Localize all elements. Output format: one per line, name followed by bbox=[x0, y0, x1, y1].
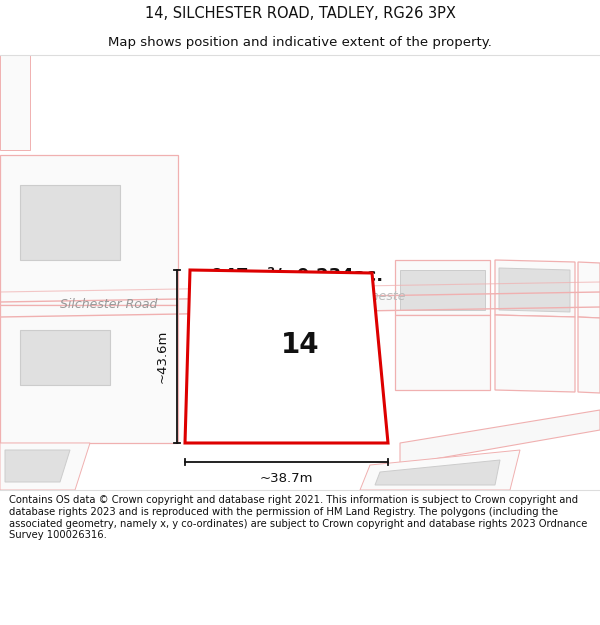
Polygon shape bbox=[0, 305, 178, 443]
Polygon shape bbox=[400, 410, 600, 465]
Polygon shape bbox=[499, 268, 570, 312]
Polygon shape bbox=[400, 270, 485, 310]
Text: 14, SILCHESTER ROAD, TADLEY, RG26 3PX: 14, SILCHESTER ROAD, TADLEY, RG26 3PX bbox=[145, 6, 455, 21]
Polygon shape bbox=[260, 290, 360, 345]
Polygon shape bbox=[20, 330, 110, 385]
Text: Silcheste: Silcheste bbox=[350, 291, 407, 304]
Text: Map shows position and indicative extent of the property.: Map shows position and indicative extent… bbox=[108, 36, 492, 49]
Polygon shape bbox=[0, 155, 178, 305]
Polygon shape bbox=[0, 292, 600, 317]
Polygon shape bbox=[375, 460, 500, 485]
Polygon shape bbox=[0, 443, 90, 490]
Polygon shape bbox=[360, 450, 520, 490]
Text: Silchester Road: Silchester Road bbox=[60, 299, 157, 311]
Polygon shape bbox=[495, 260, 575, 317]
Polygon shape bbox=[193, 350, 253, 422]
Text: ~43.6m: ~43.6m bbox=[156, 330, 169, 383]
Text: ~38.7m: ~38.7m bbox=[260, 472, 313, 485]
Polygon shape bbox=[20, 185, 120, 260]
Polygon shape bbox=[395, 260, 490, 315]
Polygon shape bbox=[495, 315, 575, 392]
Polygon shape bbox=[185, 270, 388, 443]
Polygon shape bbox=[0, 55, 30, 150]
Text: Contains OS data © Crown copyright and database right 2021. This information is : Contains OS data © Crown copyright and d… bbox=[9, 496, 587, 540]
Text: 14: 14 bbox=[281, 331, 319, 359]
Polygon shape bbox=[578, 317, 600, 393]
Polygon shape bbox=[578, 262, 600, 318]
Text: ~947m²/~0.234ac.: ~947m²/~0.234ac. bbox=[196, 266, 383, 284]
Polygon shape bbox=[395, 315, 490, 390]
Polygon shape bbox=[5, 450, 70, 482]
